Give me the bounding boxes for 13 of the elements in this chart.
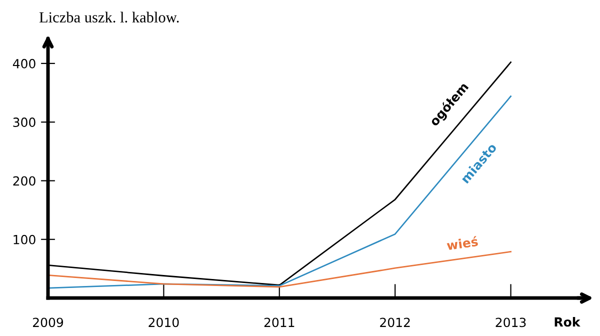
x-tick-label: 2009: [33, 318, 64, 328]
x-axis-title: Rok: [554, 316, 580, 327]
text: wieś: [446, 236, 478, 250]
y-tick-label: 400: [12, 58, 36, 68]
x-tick-label: 2013: [496, 318, 526, 328]
y-tick-label: 200: [13, 176, 36, 186]
x-tick-label: 2011: [264, 318, 294, 328]
y-tick-label: 100: [14, 234, 36, 244]
x-tick-label: 2010: [148, 318, 179, 328]
chart-title: Liczba uszk. l. kablow.: [39, 12, 179, 23]
y-tick-label: 300: [13, 118, 36, 128]
line-series: [48, 251, 512, 288]
x-tick-label: 2012: [380, 318, 410, 328]
